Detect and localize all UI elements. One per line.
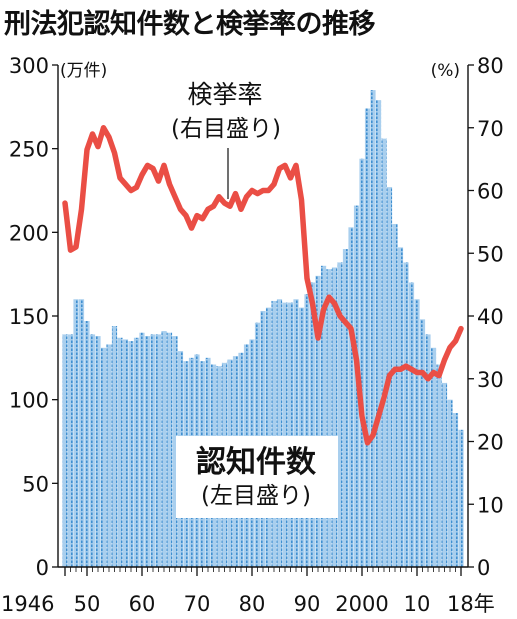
bar-1962 [150,334,156,567]
count-label-bg [176,436,338,518]
bar-1947 [67,334,74,567]
bar-1948 [73,299,79,567]
bar-2015 [441,382,448,567]
bar-1964 [161,331,167,567]
x-tick-label: 50 [74,592,101,616]
bar-2003 [375,100,382,567]
left-tick-label: 200 [9,221,49,245]
right-tick-label: 20 [477,431,504,455]
bar-1987 [287,302,294,567]
bar-1966 [172,336,178,567]
left-axis-unit: (万件) [60,61,107,81]
bar-2018 [458,429,464,567]
bar-1995 [331,267,338,567]
line-group [62,125,464,446]
x-tick-label: 90 [294,592,321,616]
bar-2009 [408,282,415,567]
bar-2016 [447,399,453,567]
x-tick-label: 1946 [1,592,54,616]
bar-1951 [89,334,96,567]
x-tick-label: 70 [184,592,211,616]
bar-1965 [166,332,173,567]
bar-2008 [403,262,409,567]
bar-2012 [425,334,431,567]
bar-1949 [78,299,85,567]
x-tick-label: 80 [239,592,266,616]
bar-2001 [364,108,371,567]
bar-1984 [271,300,277,567]
left-tick-label: 100 [9,389,49,413]
bar-2007 [397,247,404,567]
x-tick-label: 10 [404,592,431,616]
bar-1956 [117,337,123,567]
left-tick-label: 250 [9,138,49,162]
bar-2013 [430,347,437,567]
bar-1959 [133,337,140,567]
bar-1953 [100,347,107,567]
bar-1954 [106,344,112,567]
bar-2014 [436,364,442,567]
bar-1996 [337,262,343,567]
rate-line [62,125,464,446]
bar-2017 [452,413,459,567]
right-tick-label: 80 [477,54,504,78]
bar-1952 [95,336,101,567]
bar-2002 [370,90,376,567]
bar-2004 [381,138,387,567]
bar-1998 [348,227,354,567]
bar-1994 [326,269,332,567]
bar-1986 [282,302,288,567]
right-tick-label: 30 [477,368,504,392]
right-axis-unit: (%) [431,61,460,81]
bar-1985 [276,299,283,567]
bar-1955 [111,326,118,567]
x-tick-label: 2000 [335,592,388,616]
right-tick-label: 70 [477,117,504,141]
left-tick-label: 50 [22,472,49,496]
right-tick-label: 60 [477,180,504,204]
bar-2011 [419,319,426,567]
bar-2006 [392,223,398,567]
left-tick-label: 300 [9,54,49,78]
bar-1961 [144,336,151,567]
left-tick-label: 150 [9,305,49,329]
x-tick-label: 60 [129,592,156,616]
x-tick-label: 18年 [447,592,495,616]
right-tick-label: 0 [477,556,490,580]
rate-series-sublabel: (右目盛り) [171,116,281,142]
chart-title: 刑法犯認知件数と検挙率の推移 [4,9,376,40]
ticks-group: 0 50 100 150 200 250 300 0 10 20 30 40 50 60 70 80 1946 5… [1,54,504,616]
count-series-label: 認知件数 [196,445,317,480]
bar-2010 [414,299,420,567]
left-tick-label: 0 [36,556,49,580]
right-tick-label: 50 [477,242,504,266]
right-tick-label: 40 [477,305,504,329]
annotations-group: 検挙率 (右目盛り) 認知件数 (左目盛り) [171,80,338,518]
bar-1993 [320,265,327,567]
bar-1997 [342,249,349,567]
bar-1946 [62,334,68,567]
bar-1958 [128,341,134,567]
bar-1992 [315,275,321,567]
bar-1990 [304,294,310,567]
bar-2000 [359,158,365,567]
bar-1957 [122,339,129,567]
count-series-sublabel: (左目盛り) [201,483,311,509]
bar-1950 [84,321,90,567]
bar-1963 [155,334,162,567]
bar-1960 [139,332,145,567]
rate-series-label: 検挙率 [187,80,262,109]
bar-1991 [309,282,316,567]
right-tick-label: 10 [477,493,504,517]
bar-1988 [293,299,299,567]
